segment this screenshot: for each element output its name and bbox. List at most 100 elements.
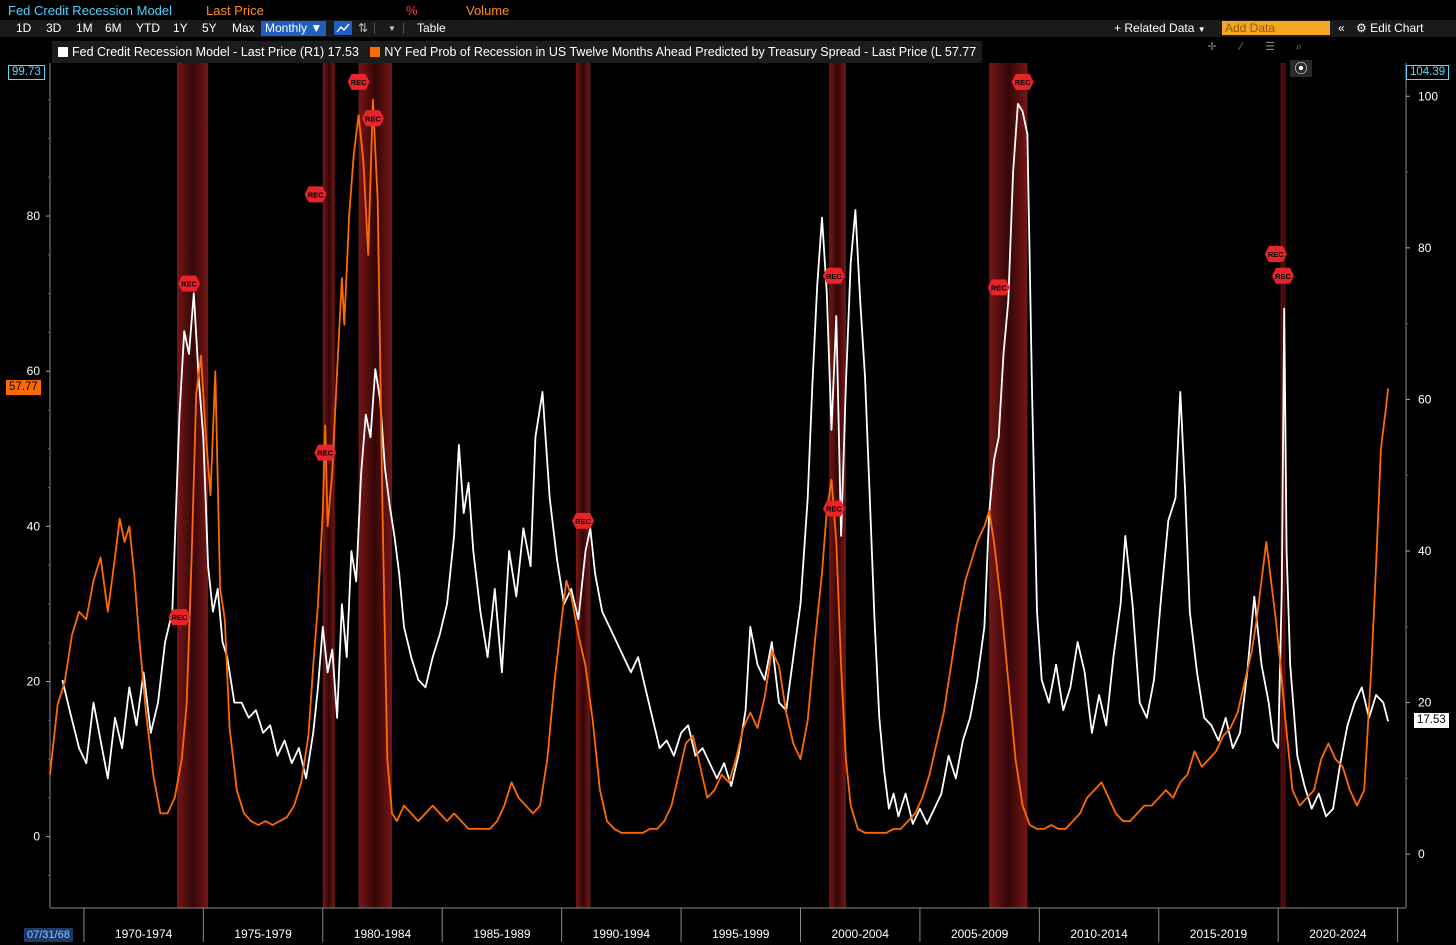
rec-marker-label: REC <box>991 283 1007 292</box>
rec-marker-label: REC <box>172 613 188 622</box>
rec-marker-label: REC <box>1268 250 1284 259</box>
rec-marker: REC <box>304 186 327 203</box>
pct-label: % <box>406 3 418 18</box>
rec-marker-label: REC <box>826 505 842 514</box>
settings-dot-icon[interactable]: ⦿ <box>1290 60 1312 77</box>
rec-marker-label: REC <box>826 272 842 281</box>
chart-header: Fed Credit Recession Model Last Price % … <box>0 0 1456 20</box>
rec-marker: REC <box>314 444 337 461</box>
rec-marker-label: REC <box>351 78 367 87</box>
sort-icon[interactable]: ⇅ <box>358 21 369 35</box>
right-tick-label: 80 <box>1418 241 1432 255</box>
period-1m[interactable]: 1M <box>76 21 93 35</box>
toolbar-divider <box>403 23 404 34</box>
left-axis-last-value: 57.77 <box>6 380 41 396</box>
period-3d[interactable]: 3D <box>46 21 62 35</box>
collapse-icon[interactable]: « <box>1338 21 1345 35</box>
rec-marker-shape <box>822 267 845 284</box>
rec-marker-shape <box>347 73 370 90</box>
rec-marker-shape <box>822 500 845 517</box>
more-chevron-icon[interactable]: ▼ <box>388 24 396 33</box>
chevron-down-icon: ▼ <box>310 21 323 35</box>
crosshair-icon[interactable]: ✛ <box>1207 41 1217 53</box>
line-chart-icon[interactable] <box>334 21 352 35</box>
toolbar-divider <box>374 23 375 34</box>
rec-marker: REC <box>987 279 1010 296</box>
field-label[interactable]: Last Price <box>206 3 264 18</box>
rec-marker: REC <box>822 267 845 284</box>
recession-band <box>575 63 591 908</box>
rec-marker-shape <box>168 609 191 626</box>
recession-bands <box>177 63 1286 908</box>
rec-marker-label: REC <box>181 280 197 289</box>
period-1d[interactable]: 1D <box>16 21 32 35</box>
related-data-label: Related Data <box>1124 21 1195 35</box>
related-data-button[interactable]: + Related Data ▼ <box>1114 21 1206 36</box>
x-tick-label: 1985-1989 <box>473 927 531 941</box>
right-tick-label: 0 <box>1418 847 1425 861</box>
x-tick-label: 1995-1999 <box>712 927 770 941</box>
x-tick-label: 2020-2024 <box>1309 927 1367 941</box>
volume-label[interactable]: Volume <box>466 3 510 18</box>
rec-marker-label: REC <box>308 190 324 199</box>
table-button[interactable]: Table <box>417 21 446 35</box>
period-max[interactable]: Max <box>232 21 255 35</box>
edit-chart-button[interactable]: ⚙ Edit Chart <box>1356 21 1423 36</box>
rec-marker-shape <box>572 512 595 529</box>
rec-marker-shape <box>1271 267 1294 284</box>
period-ytd[interactable]: YTD <box>136 21 160 35</box>
rec-marker-label: REC <box>317 449 333 458</box>
rec-marker-shape <box>987 279 1010 296</box>
x-tick-label: 2005-2009 <box>951 927 1009 941</box>
rec-marker-label: REC <box>1015 78 1031 87</box>
left-tick-label: 60 <box>27 364 41 378</box>
right-axis-top-label: 104.39 <box>1406 65 1450 80</box>
ny-fed-probability-line <box>49 98 1389 834</box>
x-tick-label: 1970-1974 <box>115 927 173 941</box>
right-tick-label: 100 <box>1418 89 1438 103</box>
left-tick-label: 80 <box>27 209 41 223</box>
rec-marker: REC <box>1271 267 1294 284</box>
list-icon[interactable]: ☰ <box>1265 41 1275 53</box>
rec-marker: REC <box>1264 246 1287 263</box>
x-tick-label: 2010-2014 <box>1070 927 1128 941</box>
chart-axes: 0 20 40 60 80 0 20 40 60 80 100 1970-1974 1975-1979 1… <box>27 63 1438 942</box>
period-5y[interactable]: 5Y <box>202 21 217 35</box>
left-tick-label: 0 <box>33 830 40 844</box>
add-data-input[interactable]: Add Data <box>1222 21 1330 35</box>
period-6m[interactable]: 6M <box>105 21 122 35</box>
zoom-icon[interactable]: ⌕ <box>1295 41 1303 53</box>
security-name[interactable]: Fed Credit Recession Model <box>8 3 173 18</box>
rec-marker: REC <box>178 275 201 292</box>
rec-marker: REC <box>572 512 595 529</box>
left-axis-top-label: 99.73 <box>8 65 45 80</box>
rec-marker: REC <box>1011 73 1034 90</box>
chart-toolbar: 1D 3D 1M 6M YTD 1Y 5Y Max Monthly ▼ ⇅ ▼ … <box>0 20 1456 37</box>
draw-icon[interactable]: ∕ <box>1240 41 1242 53</box>
right-tick-label: 60 <box>1418 392 1432 406</box>
rec-marker-shape <box>361 110 384 127</box>
rec-marker: REC <box>361 110 384 127</box>
fed-credit-model-line <box>61 103 1389 825</box>
rec-marker: REC <box>347 73 370 90</box>
period-1y[interactable]: 1Y <box>173 21 188 35</box>
rec-marker-label: REC <box>575 517 591 526</box>
rec-marker-label: REC <box>365 114 381 123</box>
right-tick-label: 20 <box>1418 696 1432 710</box>
legend-entry-ny-fed[interactable]: NY Fed Prob of Recession in US Twelve Mo… <box>384 45 977 59</box>
rec-marker: REC <box>168 609 191 626</box>
legend-entry-fed-credit[interactable]: Fed Credit Recession Model - Last Price … <box>72 45 359 59</box>
frequency-dropdown[interactable]: Monthly ▼ <box>261 21 327 36</box>
rec-marker-shape <box>304 186 327 203</box>
rec-marker-shape <box>1011 73 1034 90</box>
rec-markers: REC REC REC REC REC REC REC REC REC REC REC REC REC <box>168 73 1294 626</box>
x-tick-label: 2015-2019 <box>1190 927 1248 941</box>
left-tick-label: 20 <box>27 674 41 688</box>
legend-swatch-white <box>58 47 68 57</box>
recession-band <box>989 63 1028 908</box>
right-axis-last-value: 17.53 <box>1414 713 1449 729</box>
x-tick-label: 2000-2004 <box>832 927 890 941</box>
right-tick-label: 40 <box>1418 544 1432 558</box>
recession-band <box>177 63 209 908</box>
